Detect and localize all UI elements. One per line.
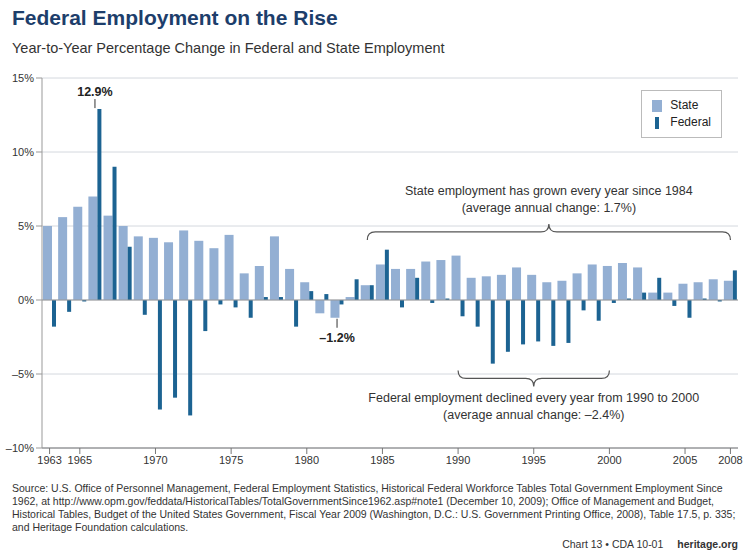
svg-text:1970: 1970 (143, 454, 167, 466)
svg-text:12.9%: 12.9% (77, 85, 112, 99)
svg-text:(average annual change: 1.7%): (average annual change: 1.7%) (462, 201, 636, 215)
svg-text:1985: 1985 (370, 454, 394, 466)
svg-text:1995: 1995 (521, 454, 545, 466)
svg-text:Federal employment declined ev: Federal employment declined every year f… (368, 391, 699, 405)
html-text:State: State (670, 98, 699, 112)
svg-text:–1.2%: –1.2% (319, 331, 354, 345)
svg-text:0%: 0% (18, 294, 34, 306)
svg-text:1965: 1965 (68, 454, 92, 466)
svg-text:(average annual change: –2.4%): (average annual change: –2.4%) (443, 408, 624, 422)
html-text:Chart 13 • CDA 10-01: Chart 13 • CDA 10-01 (562, 538, 664, 550)
svg-text:15%: 15% (12, 72, 34, 84)
svg-text:1963: 1963 (37, 454, 61, 466)
html-text:Source: U.S. Office of Personn: Source: U.S. Office of Personnel Managem… (12, 482, 736, 533)
svg-text:State employment has grown eve: State employment has grown every year si… (405, 184, 693, 198)
html-text:heritage.org: heritage.org (677, 538, 738, 550)
html-text:Federal Employment on the Rise: Federal Employment on the Rise (12, 6, 338, 29)
svg-text:10%: 10% (12, 146, 34, 158)
html-text:Year-to-Year Percentage Change: Year-to-Year Percentage Change in Federa… (12, 40, 445, 56)
svg-text:2008: 2008 (718, 454, 742, 466)
svg-text:1990: 1990 (446, 454, 470, 466)
svg-text:–10%: –10% (8, 442, 34, 454)
html-text:Federal: Federal (670, 115, 711, 129)
svg-text:1980: 1980 (295, 454, 319, 466)
svg-text:2000: 2000 (597, 454, 621, 466)
svg-text:–5%: –5% (12, 368, 34, 380)
svg-text:1975: 1975 (219, 454, 243, 466)
svg-text:2005: 2005 (673, 454, 697, 466)
svg-text:5%: 5% (18, 220, 34, 232)
